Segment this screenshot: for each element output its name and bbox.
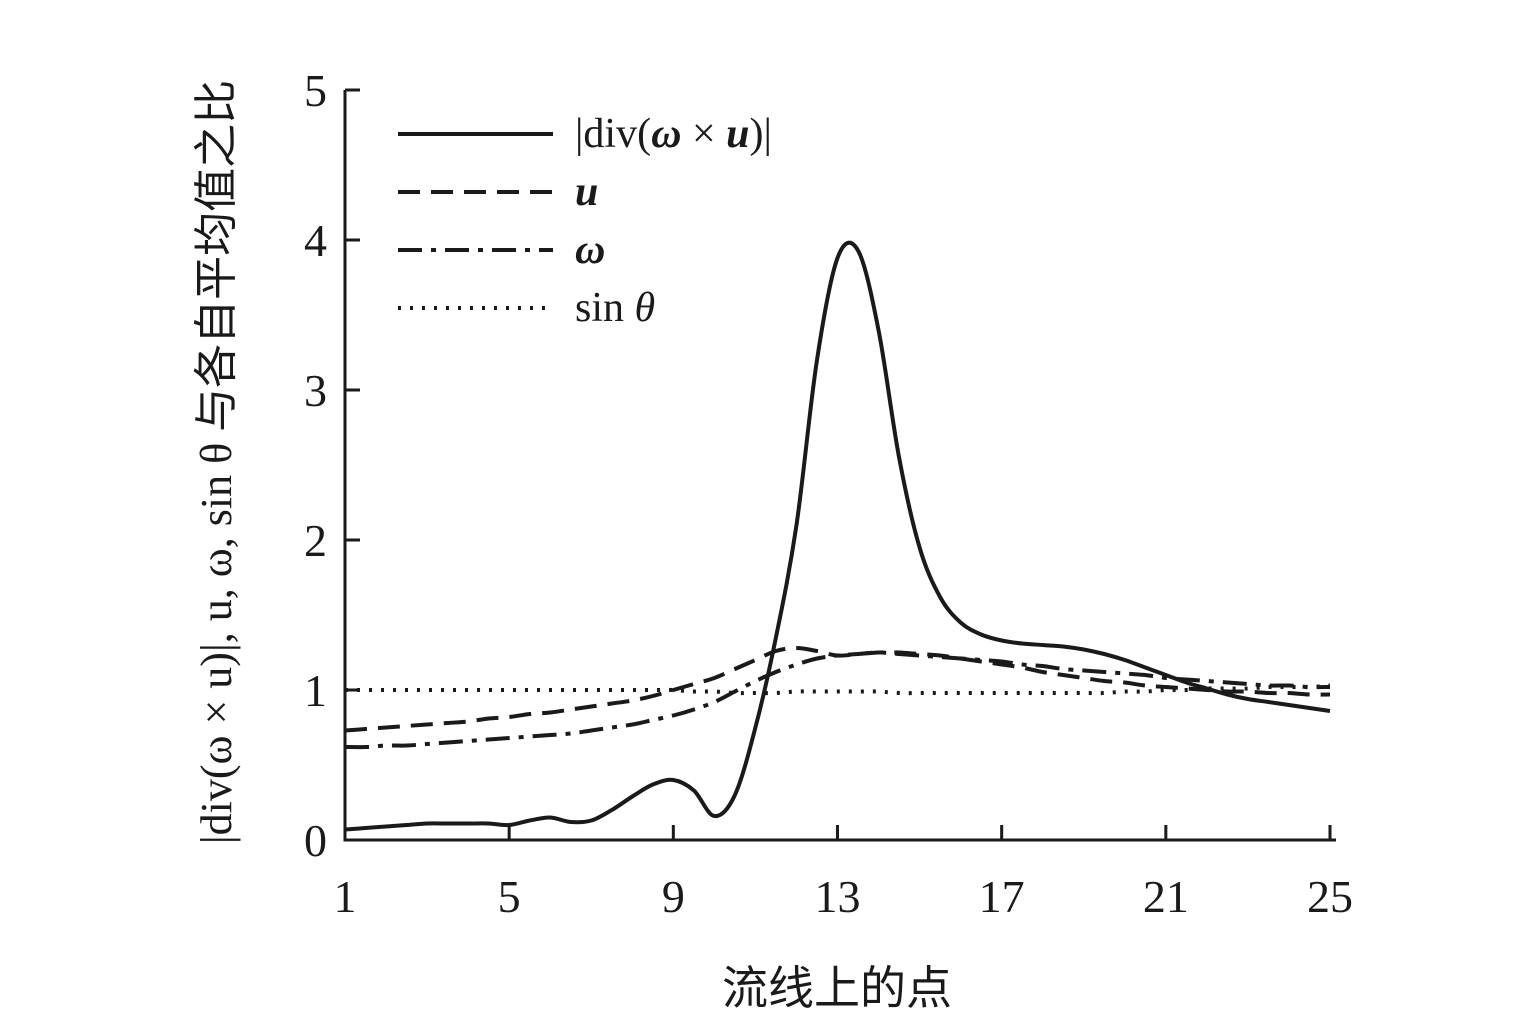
series-line-u (344, 646, 1331, 733)
y-tick-label: 0 (304, 815, 327, 866)
legend-line-sample (398, 132, 553, 136)
x-tick-label: 5 (498, 871, 521, 922)
x-tick-label: 21 (1143, 871, 1189, 922)
legend-item-u: u (398, 170, 772, 214)
x-axis-title: 流线上的点 (722, 963, 952, 1014)
legend-label: sin θ (575, 285, 656, 331)
series-line-div-omega-cross-u (344, 240, 1331, 832)
x-tick-label: 13 (815, 871, 861, 922)
legend-label: |div(ω × u)| (575, 111, 772, 157)
legend-item-omega: ω (398, 228, 772, 272)
legend-label: u (575, 169, 599, 215)
y-tick-label: 1 (304, 665, 327, 716)
legend-item-sin-theta: sin θ (398, 286, 772, 330)
x-tick-label: 25 (1307, 871, 1353, 922)
legend-line-sample (398, 190, 553, 194)
legend-line-sample (398, 248, 553, 252)
x-tick-label: 9 (662, 871, 685, 922)
series-line-omega (344, 650, 1331, 750)
y-axis-title: |div(ω × u)|, u, ω, sin θ 与各自平均值之比 (192, 79, 241, 845)
legend: |div(ω × u)| u ω sin θ (398, 112, 772, 330)
x-tick-label: 1 (334, 871, 357, 922)
y-tick-label: 2 (304, 515, 327, 566)
legend-item-div-omega-cross-u: |div(ω × u)| (398, 112, 772, 156)
y-tick-label: 3 (304, 365, 327, 416)
legend-line-sample (398, 306, 553, 310)
y-tick-label: 4 (304, 215, 327, 266)
series-line-sin-theta (344, 683, 1331, 696)
legend-label: ω (575, 227, 606, 273)
x-tick-label: 17 (979, 871, 1025, 922)
y-tick-label: 5 (304, 65, 327, 116)
